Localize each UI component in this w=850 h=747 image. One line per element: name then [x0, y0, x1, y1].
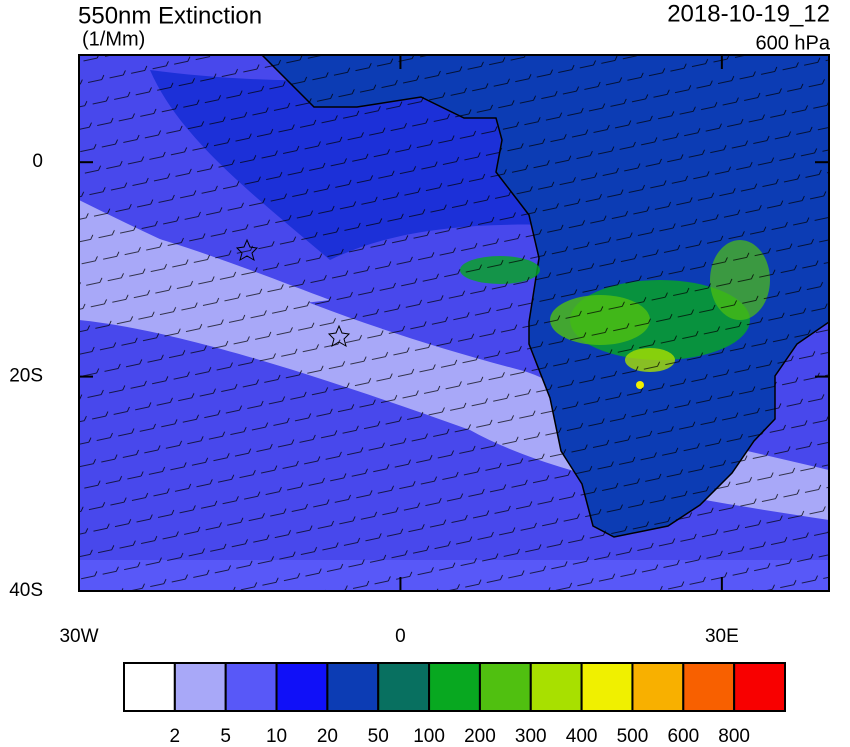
color-box	[682, 662, 736, 712]
color-box	[428, 662, 481, 712]
colorbar-label: 400	[566, 726, 598, 747]
colorbar-label: 300	[515, 726, 547, 747]
colorbar-label: 100	[413, 726, 445, 747]
colorbar-label: 10	[266, 726, 287, 747]
plot-frame	[78, 54, 830, 592]
level: 600 hPa	[755, 32, 830, 54]
title: 550nm Extinction	[78, 2, 262, 29]
units: (1/Mm)	[82, 28, 145, 50]
colorbar-label: 20	[317, 726, 338, 747]
colorbar-label: 50	[368, 726, 389, 747]
color-box	[478, 662, 532, 712]
y-tick-label: 40S	[9, 580, 43, 601]
color-box	[377, 662, 431, 712]
colorbar-label: 600	[667, 726, 699, 747]
y-tick-label: 0	[32, 151, 43, 172]
color-box	[733, 662, 787, 712]
colorbar-label: 200	[464, 726, 496, 747]
color-box	[529, 662, 583, 712]
colorbar-label: 500	[617, 726, 649, 747]
map-field	[79, 55, 829, 591]
y-tick-label: 20S	[9, 366, 43, 387]
color-box	[326, 662, 380, 712]
colorbar-label: 5	[220, 726, 231, 747]
colorbar-label: 800	[718, 726, 750, 747]
date: 2018-10-19_12	[667, 0, 830, 27]
x-tick-label: 30E	[705, 626, 739, 647]
color-box	[580, 662, 634, 712]
color-box	[173, 662, 227, 712]
color-box	[224, 662, 278, 712]
color-box	[631, 662, 685, 712]
x-tick-label: 30W	[59, 626, 98, 647]
color-box	[123, 662, 176, 712]
colorbar-label: 2	[170, 726, 181, 747]
color-box	[275, 662, 329, 712]
x-tick-label: 0	[395, 626, 406, 647]
